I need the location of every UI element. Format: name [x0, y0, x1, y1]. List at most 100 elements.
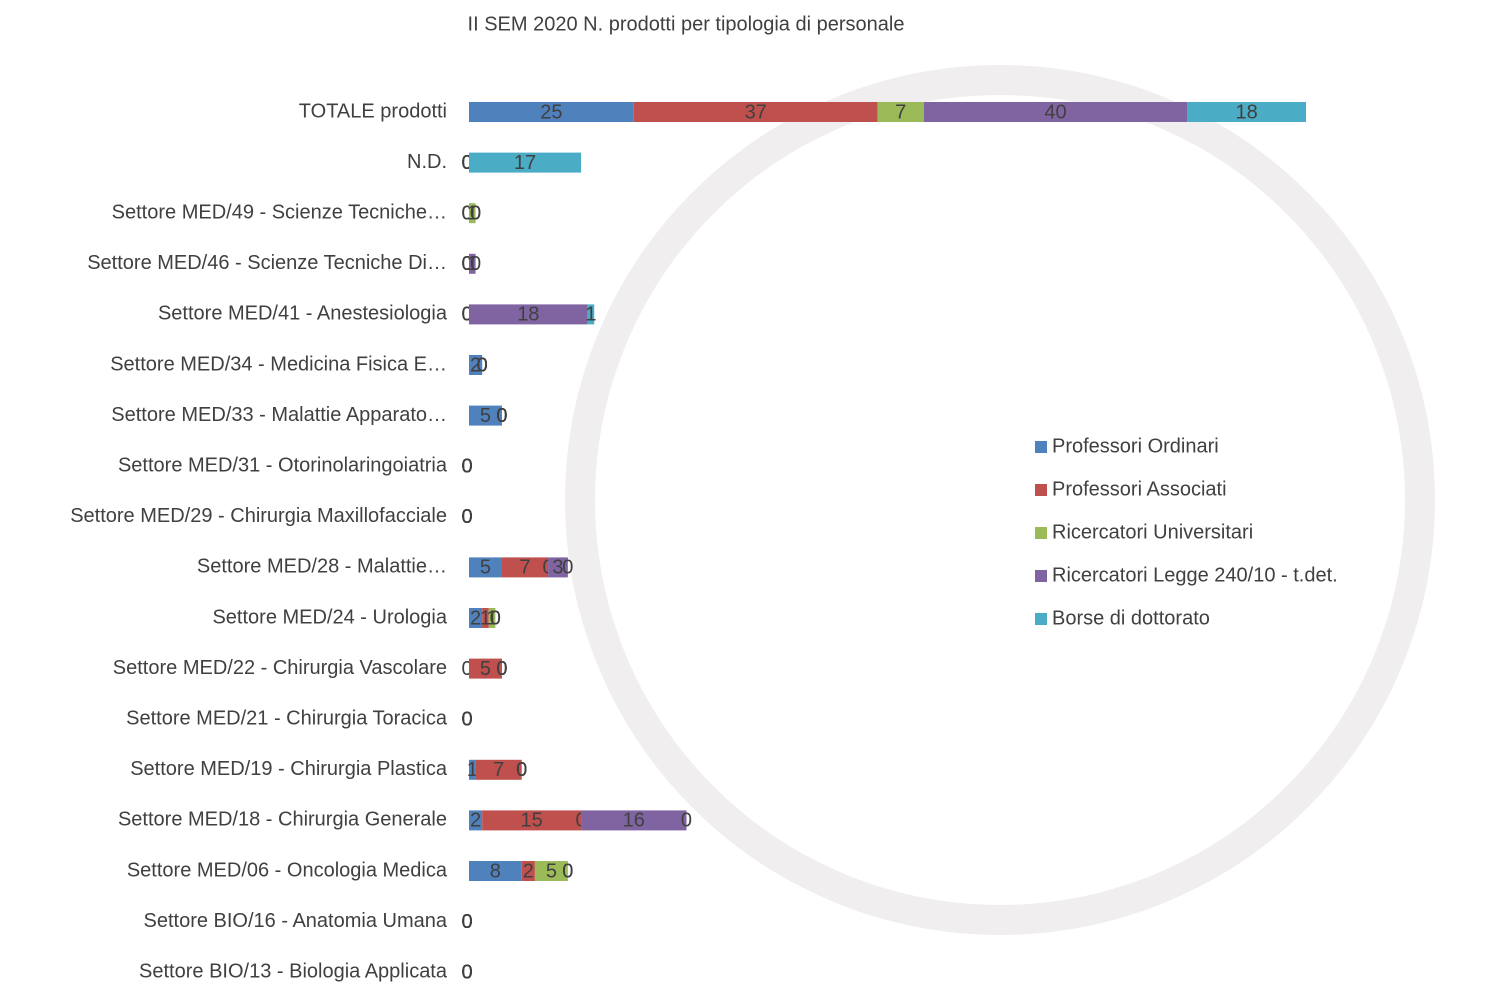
data-label: 0: [461, 506, 472, 528]
data-label: 5: [546, 860, 557, 882]
data-label: 0: [461, 455, 472, 477]
data-label: 7: [895, 101, 906, 123]
data-label: 0: [461, 708, 472, 730]
data-label: 1: [467, 253, 478, 275]
data-label: 0: [461, 455, 472, 477]
data-label: 0: [461, 911, 472, 933]
data-label: 1: [467, 759, 478, 781]
data-label: 7: [493, 759, 504, 781]
y-tick-label: Settore MED/28 - Malattie…: [197, 556, 447, 578]
data-label: 25: [540, 101, 562, 123]
data-label: 40: [1044, 101, 1066, 123]
data-label: 15: [520, 810, 542, 832]
data-label: 0: [461, 911, 472, 933]
bar-segment: [469, 810, 483, 831]
data-label: 37: [745, 101, 767, 123]
data-label: 1: [487, 607, 498, 629]
data-label: 1: [480, 607, 491, 629]
bar-segment: [501, 557, 549, 578]
data-label: 7: [519, 557, 530, 579]
data-label: 0: [477, 354, 488, 376]
data-label: 0: [461, 961, 472, 983]
data-label: 0: [470, 202, 481, 224]
y-tick-label: Settore MED/46 - Scienze Tecniche Di…: [87, 252, 447, 274]
bar-segment: [469, 203, 476, 224]
data-label: 0: [461, 202, 472, 224]
y-tick-label: Settore MED/33 - Malattie Apparato…: [111, 404, 447, 426]
bar-segment: [581, 810, 687, 831]
bar-segment: [1187, 102, 1306, 122]
legend-label: Borse di dottorato: [1052, 607, 1210, 629]
watermark: [565, 65, 1435, 935]
y-tick-label: Settore MED/31 - Otorinolaringoiatria: [118, 454, 448, 476]
y-tick-label: Settore MED/49 - Scienze Tecniche…: [112, 201, 447, 223]
data-label: 0: [461, 506, 472, 528]
bar-segment: [923, 102, 1188, 122]
data-label: 0: [461, 152, 472, 174]
data-label: 0: [461, 506, 472, 528]
data-label: 0: [490, 607, 501, 629]
data-label: 0: [461, 253, 472, 275]
bar-segment: [548, 557, 568, 578]
data-label: 0: [461, 304, 472, 326]
data-label: 2: [523, 860, 534, 882]
y-tick-label: TOTALE prodotti: [299, 100, 447, 122]
bar-segment: [469, 759, 476, 780]
data-label: 0: [461, 152, 472, 174]
data-label: 0: [461, 304, 472, 326]
data-label: 0: [496, 658, 507, 680]
data-label: 0: [461, 304, 472, 326]
y-tick-label: Settore MED/24 - Urologia: [212, 606, 447, 628]
legend-swatch: [1035, 527, 1047, 539]
data-label: 8: [490, 860, 501, 882]
data-label: 0: [461, 455, 472, 477]
data-label: 0: [461, 708, 472, 730]
bar-segment: [488, 608, 496, 628]
bar-segment: [633, 102, 878, 122]
legend-label: Professori Ordinari: [1052, 435, 1219, 457]
legend-swatch: [1035, 570, 1047, 582]
data-label: 0: [496, 405, 507, 427]
data-label: 0: [461, 911, 472, 933]
data-label: 0: [477, 354, 488, 376]
data-label: 0: [461, 455, 472, 477]
bar-segment: [469, 304, 588, 325]
legend-swatch: [1035, 441, 1047, 453]
bar-segment: [469, 861, 522, 881]
bar-segment: [469, 355, 483, 375]
chart-title: II SEM 2020 N. prodotti per tipologia di…: [468, 13, 905, 35]
y-tick-label: Settore MED/41 - Anestesiologia: [158, 303, 448, 325]
bar-segment: [877, 102, 924, 122]
bar-segment: [469, 152, 582, 173]
data-label: 1: [467, 202, 478, 224]
y-tick-label: Settore MED/19 - Chirurgia Plastica: [130, 758, 448, 780]
bar-segment: [469, 253, 476, 274]
data-label: 0: [470, 202, 481, 224]
data-label: 2: [470, 354, 481, 376]
data-label: 0: [461, 455, 472, 477]
data-label: 0: [461, 253, 472, 275]
data-label: 0: [461, 202, 472, 224]
bar-segment: [469, 405, 502, 426]
data-label: 0: [461, 658, 472, 680]
data-label: 0: [516, 759, 527, 781]
y-tick-label: N.D.: [407, 151, 447, 173]
bar-segment: [469, 557, 502, 578]
data-label: 0: [562, 860, 573, 882]
data-label: 0: [461, 708, 472, 730]
data-label: 5: [480, 557, 491, 579]
data-label: 0: [496, 405, 507, 427]
data-label: 0: [477, 354, 488, 376]
data-label: 1: [585, 304, 596, 326]
data-label: 18: [1236, 101, 1258, 123]
data-label: 0: [490, 607, 501, 629]
bar-segment: [482, 608, 489, 628]
y-tick-label: Settore MED/22 - Chirurgia Vascolare: [113, 657, 447, 679]
legend-swatch: [1035, 484, 1047, 496]
data-label: 0: [516, 759, 527, 781]
legend-label: Ricercatori Legge 240/10 - t.det.: [1052, 564, 1338, 586]
data-label: 0: [496, 405, 507, 427]
y-tick-label: Settore MED/29 - Chirurgia Maxillofaccia…: [70, 505, 447, 527]
data-label: 0: [461, 253, 472, 275]
